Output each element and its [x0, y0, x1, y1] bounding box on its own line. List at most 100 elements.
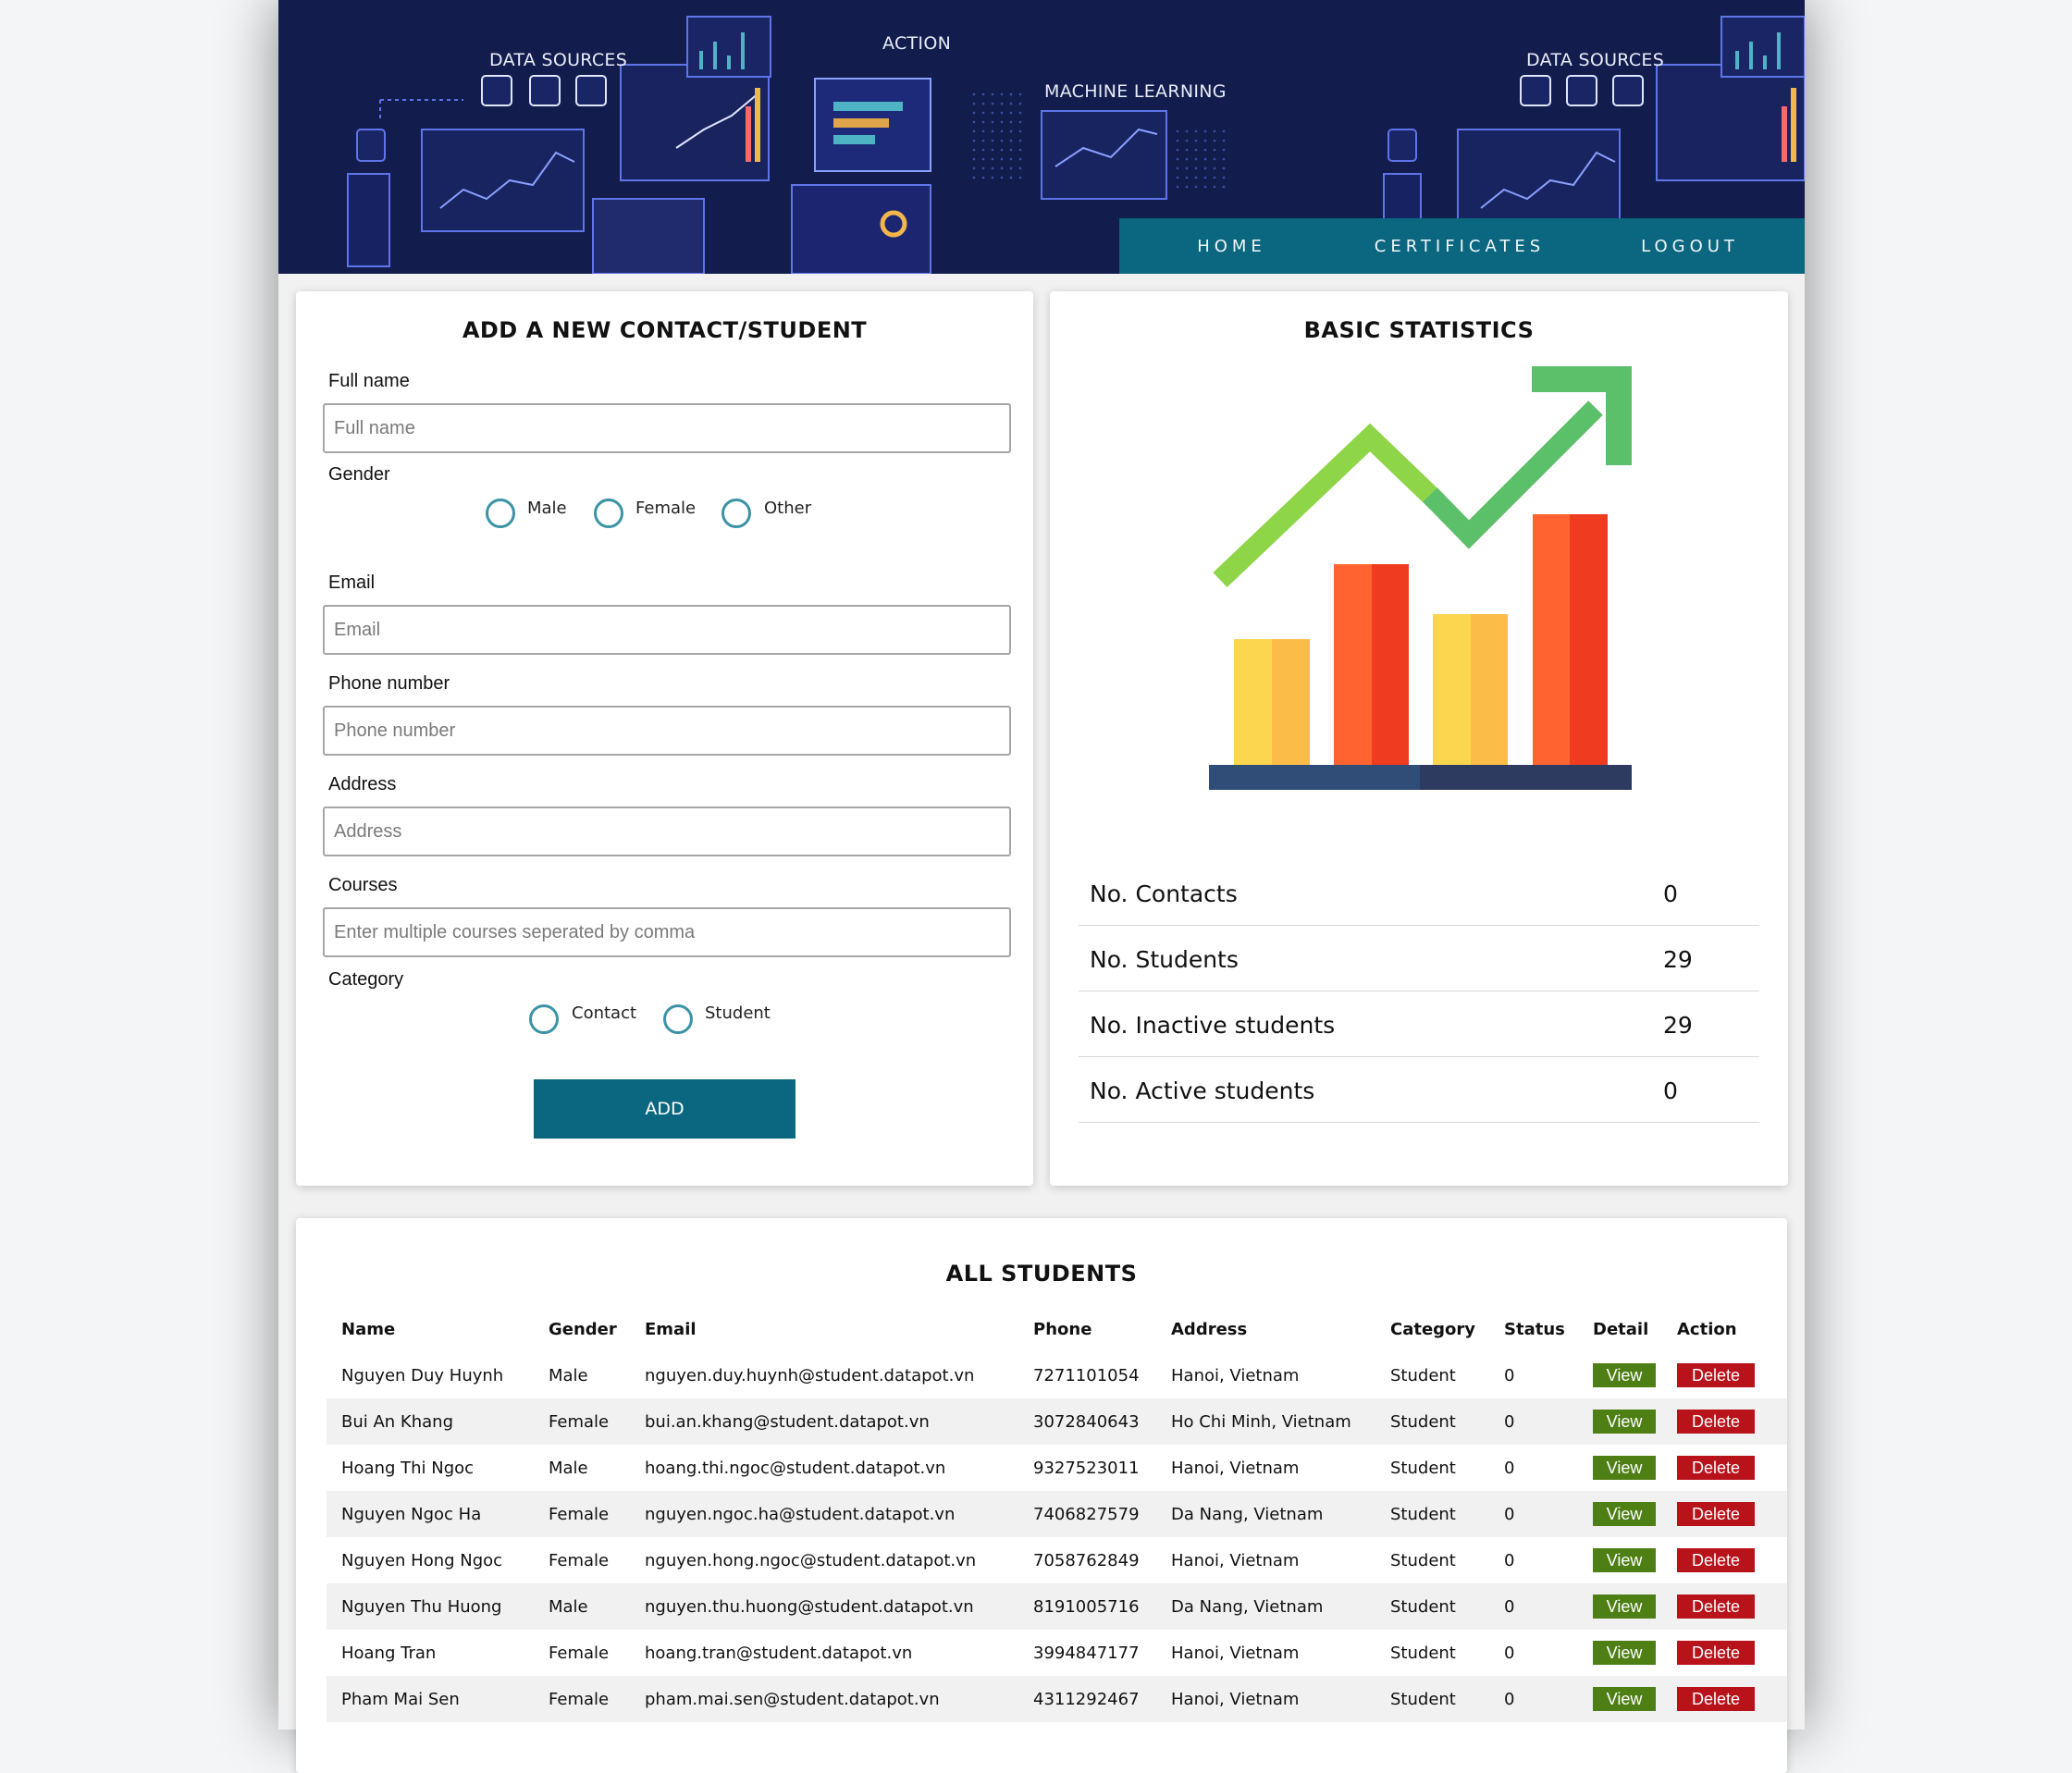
- cell-detail: View: [1578, 1445, 1662, 1491]
- stat-label: No. Contacts: [1090, 880, 1238, 907]
- cell-category: Student: [1375, 1583, 1489, 1630]
- delete-button[interactable]: Delete: [1677, 1456, 1755, 1480]
- delete-button[interactable]: Delete: [1677, 1594, 1755, 1619]
- nav-logout[interactable]: LOGOUT: [1641, 236, 1739, 256]
- cell-name: Bui An Khang: [327, 1398, 534, 1445]
- category-contact-label: Contact: [572, 1003, 637, 1023]
- cell-email: nguyen.duy.huynh@student.datapot.vn: [645, 1365, 975, 1385]
- table-row: Bui An Khang Female bui.an.khang@student.d…: [327, 1398, 1787, 1445]
- cell-address: Ho Chi Minh, Vietnam: [1156, 1398, 1375, 1445]
- cell-status: 0: [1504, 1365, 1515, 1385]
- cell-gender: Female: [534, 1491, 630, 1537]
- view-button[interactable]: View: [1593, 1594, 1656, 1619]
- full-name-input[interactable]: [323, 403, 1011, 453]
- cell-email: pham.mai.sen@student.datapot.vn: [630, 1676, 1018, 1722]
- cell-detail: View: [1578, 1630, 1662, 1676]
- delete-button[interactable]: Delete: [1677, 1363, 1755, 1387]
- cell-status: 0: [1489, 1398, 1578, 1445]
- cell-status: 0: [1489, 1676, 1578, 1722]
- email-label: Email: [328, 573, 376, 593]
- cell-email: bui.an.khang@student.datapot.vn: [630, 1398, 1018, 1445]
- cell-gender: Female: [549, 1643, 610, 1663]
- cell-gender: Female: [534, 1676, 630, 1722]
- delete-button[interactable]: Delete: [1677, 1502, 1755, 1526]
- cell-status: 0: [1504, 1550, 1515, 1570]
- table-row: Pham Mai Sen Female pham.mai.sen@student.d…: [327, 1676, 1787, 1722]
- table-row: Nguyen Ngoc Ha Female nguyen.ngoc.ha@stude…: [327, 1491, 1787, 1537]
- add-button[interactable]: ADD: [534, 1079, 796, 1139]
- cell-category: Student: [1375, 1398, 1489, 1445]
- stat-value: 29: [1663, 1012, 1693, 1039]
- view-button[interactable]: View: [1593, 1687, 1656, 1711]
- email-input[interactable]: [323, 605, 1011, 655]
- stat-label: No. Active students: [1090, 1077, 1315, 1104]
- col-header-address: Address: [1171, 1319, 1248, 1339]
- phone-label: Phone number: [328, 673, 450, 694]
- gender-male-radio[interactable]: [486, 499, 515, 528]
- view-button[interactable]: View: [1593, 1548, 1656, 1572]
- view-button[interactable]: View: [1593, 1502, 1656, 1526]
- gender-other-label: Other: [764, 499, 812, 518]
- cell-gender: Female: [549, 1550, 610, 1570]
- cell-address: Hanoi, Vietnam: [1156, 1676, 1375, 1722]
- cell-detail: View: [1578, 1398, 1662, 1445]
- stat-value: 0: [1663, 1077, 1678, 1104]
- cell-email: hoang.thi.ngoc@student.datapot.vn: [645, 1458, 946, 1478]
- col-header-email: Email: [645, 1319, 697, 1339]
- cell-status: 0: [1504, 1458, 1515, 1478]
- delete-button[interactable]: Delete: [1677, 1687, 1755, 1711]
- banner-label-data-sources-2: DATA SOURCES: [1526, 50, 1665, 70]
- gender-male-label: Male: [527, 499, 567, 518]
- cell-name: Nguyen Hong Ngoc: [341, 1550, 503, 1570]
- students-table-body: Nguyen Duy Huynh Male nguyen.duy.huynh@stu…: [327, 1352, 1787, 1722]
- col-header-detail: Detail: [1593, 1319, 1649, 1339]
- gender-female-radio[interactable]: [594, 499, 623, 528]
- banner-label-machine-learning: MACHINE LEARNING: [1044, 81, 1227, 102]
- cell-action: Delete: [1662, 1583, 1787, 1630]
- delete-button[interactable]: Delete: [1677, 1548, 1755, 1572]
- cell-address: Hanoi, Vietnam: [1171, 1458, 1300, 1478]
- delete-button[interactable]: Delete: [1677, 1410, 1755, 1434]
- col-header-status: Status: [1504, 1319, 1565, 1339]
- phone-input[interactable]: [323, 706, 1011, 756]
- category-student-radio[interactable]: [663, 1004, 693, 1034]
- nav-home[interactable]: HOME: [1197, 236, 1266, 256]
- cell-name: Nguyen Ngoc Ha: [327, 1491, 534, 1537]
- cell-action: Delete: [1662, 1676, 1787, 1722]
- cell-status: 0: [1504, 1643, 1515, 1663]
- cell-phone: 4311292467: [1018, 1676, 1156, 1722]
- view-button[interactable]: View: [1593, 1456, 1656, 1480]
- cell-action: Delete: [1662, 1398, 1787, 1445]
- cell-gender: Male: [549, 1458, 588, 1478]
- address-label: Address: [328, 774, 397, 794]
- table-header-row: Name Gender Email Phone Address Category…: [327, 1306, 1787, 1352]
- gender-other-radio[interactable]: [722, 499, 751, 528]
- table-row: Nguyen Thu Huong Male nguyen.thu.huong@stu…: [327, 1583, 1787, 1630]
- cell-address: Da Nang, Vietnam: [1156, 1583, 1375, 1630]
- cell-detail: View: [1578, 1491, 1662, 1537]
- view-button[interactable]: View: [1593, 1410, 1656, 1434]
- cell-category: Student: [1390, 1365, 1456, 1385]
- address-input[interactable]: [323, 806, 1011, 856]
- delete-button[interactable]: Delete: [1677, 1641, 1755, 1665]
- students-table: Name Gender Email Phone Address Category…: [327, 1306, 1787, 1722]
- cell-action: Delete: [1662, 1630, 1787, 1676]
- cell-name: Pham Mai Sen: [327, 1676, 534, 1722]
- col-header-phone: Phone: [1033, 1319, 1092, 1339]
- view-button[interactable]: View: [1593, 1641, 1656, 1665]
- cell-address: Hanoi, Vietnam: [1171, 1550, 1300, 1570]
- category-contact-radio[interactable]: [529, 1004, 559, 1034]
- cell-address: Hanoi, Vietnam: [1171, 1643, 1300, 1663]
- courses-input[interactable]: [323, 907, 1011, 957]
- full-name-label: Full name: [328, 371, 410, 391]
- col-header-gender: Gender: [549, 1319, 617, 1339]
- stat-row-contacts: No. Contacts 0: [1079, 860, 1759, 926]
- cell-phone: 7406827579: [1018, 1491, 1156, 1537]
- category-student-label: Student: [705, 1003, 771, 1023]
- view-button[interactable]: View: [1593, 1363, 1656, 1387]
- top-nav: HOME CERTIFICATES LOGOUT: [1119, 218, 1805, 274]
- nav-certificates[interactable]: CERTIFICATES: [1374, 236, 1546, 256]
- header-banner: DATA SOURCES ACTION MACHINE LEARNING DAT…: [278, 0, 1805, 274]
- statistics-card: BASIC STATISTICS No. Contacts 0 No. Stud…: [1050, 291, 1788, 1186]
- cell-category: Student: [1375, 1491, 1489, 1537]
